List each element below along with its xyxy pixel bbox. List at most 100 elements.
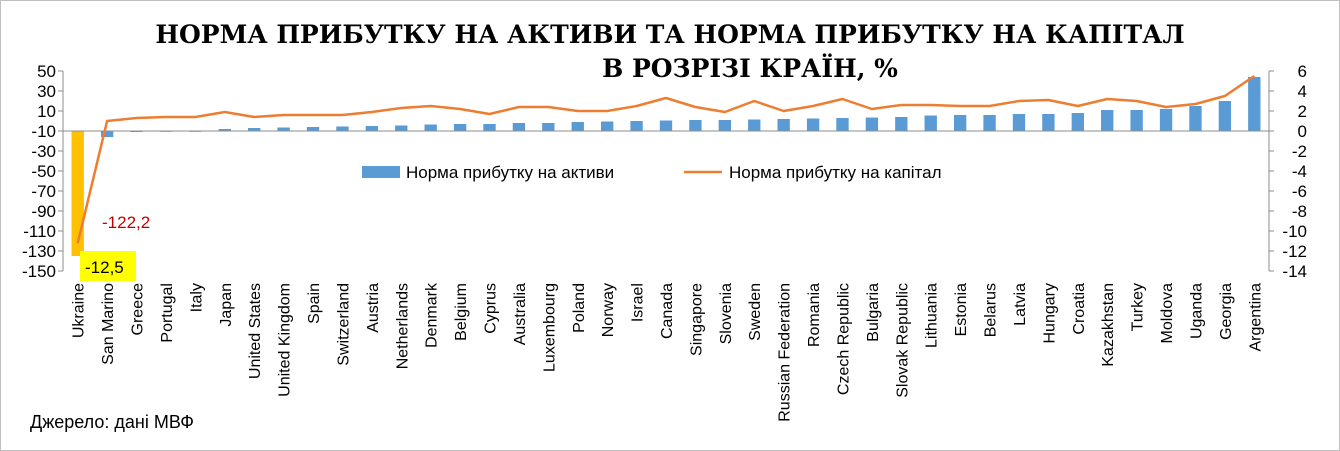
right-tick-label: -2 xyxy=(1292,142,1307,161)
chart-title-line-2: В РОЗРІЗІ КРАЇН, % xyxy=(602,54,898,83)
roa-bar-croatia xyxy=(1071,113,1084,131)
right-tick-label: 6 xyxy=(1298,62,1307,81)
category-label: Israel xyxy=(630,283,647,322)
roa-bar-san-marino xyxy=(100,131,114,137)
category-label: Slovak Republic xyxy=(894,283,911,398)
roa-bar-bulgaria xyxy=(865,117,879,131)
category-label: Moldova xyxy=(1159,283,1176,344)
category-label: Uganda xyxy=(1188,283,1205,339)
roa-bar-kazakhstan xyxy=(1101,110,1114,131)
category-label: Georgia xyxy=(1218,283,1235,340)
category-label: Spain xyxy=(306,283,323,324)
left-tick-label: -70 xyxy=(31,182,56,201)
left-tick-label: -110 xyxy=(23,222,56,241)
left-tick-label: -50 xyxy=(31,162,56,181)
left-tick-label: 30 xyxy=(37,82,56,101)
roa-bar-netherlands xyxy=(395,125,408,131)
roa-bar-luxembourg xyxy=(542,123,555,131)
category-label: Romania xyxy=(806,283,823,347)
roa-bar-russian-federation xyxy=(777,119,790,131)
category-label: Netherlands xyxy=(394,283,411,369)
roe-ukraine-data-label: -122,2 xyxy=(102,213,150,232)
roa-bar-spain xyxy=(306,127,320,131)
category-label: Switzerland xyxy=(335,283,352,366)
category-label: Estonia xyxy=(953,283,970,336)
category-label: Italy xyxy=(188,283,205,312)
category-label: Lithuania xyxy=(924,283,941,348)
roa-bar-austria xyxy=(365,126,379,131)
roa-bar-czech-republic xyxy=(836,118,849,131)
roa-bar-japan xyxy=(218,129,231,131)
roa-bar-switzerland xyxy=(336,126,349,131)
chart-title-line-1: НОРМА ПРИБУТКУ НА АКТИВИ ТА НОРМА ПРИБУТ… xyxy=(155,20,1185,49)
legend-swatch-roa xyxy=(362,166,400,178)
roa-bar-estonia xyxy=(953,115,967,131)
category-label: Sweden xyxy=(747,283,764,341)
roa-bar-hungary xyxy=(1042,114,1055,131)
right-tick-label: -12 xyxy=(1282,242,1307,261)
category-label: Norway xyxy=(600,283,617,337)
category-label: Poland xyxy=(571,283,588,333)
category-label: Bulgaria xyxy=(865,283,882,342)
right-tick-label: -4 xyxy=(1292,162,1307,181)
roa-bar-united-kingdom xyxy=(277,127,290,131)
roa-bar-belgium xyxy=(453,124,467,131)
category-label: Ukraine xyxy=(71,283,88,338)
left-tick-label: -90 xyxy=(31,202,56,221)
roa-bar-turkey xyxy=(1130,110,1143,131)
category-label: San Marino xyxy=(100,283,117,365)
category-label: Canada xyxy=(659,283,676,339)
roa-bar-slovenia xyxy=(718,120,731,131)
category-label: Cyprus xyxy=(483,283,500,334)
category-label: Argentina xyxy=(1247,283,1264,352)
category-label: Belgium xyxy=(453,283,470,341)
left-tick-label: 10 xyxy=(37,102,56,121)
right-tick-label: -14 xyxy=(1282,262,1307,281)
legend-label-roe: Норма прибутку на капітал xyxy=(729,163,942,182)
roa-bar-moldova xyxy=(1159,109,1173,131)
left-tick-label: -150 xyxy=(22,262,56,281)
roa-bar-united-states xyxy=(248,128,261,131)
category-label: United States xyxy=(247,283,264,379)
roa-bar-singapore xyxy=(689,120,702,131)
right-tick-label: 0 xyxy=(1298,122,1307,141)
category-label: Japan xyxy=(218,283,235,327)
category-label: Hungary xyxy=(1041,283,1058,343)
category-label: Denmark xyxy=(424,282,441,348)
legend-label-roa: Норма прибутку на активи xyxy=(406,163,614,182)
source-note: Джерело: дані МВФ xyxy=(30,412,194,432)
roa-bar-belarus xyxy=(983,115,996,131)
roa-ukraine-data-label: -12,5 xyxy=(85,258,124,277)
left-tick-label: -10 xyxy=(31,122,56,141)
roa-bar-canada xyxy=(659,120,673,131)
category-label: Belarus xyxy=(983,283,1000,337)
roa-bar-ukraine xyxy=(71,131,84,256)
right-tick-label: 2 xyxy=(1298,102,1307,121)
category-label: Portugal xyxy=(159,283,176,343)
roa-bar-slovak-republic xyxy=(895,117,908,131)
roa-bar-poland xyxy=(571,122,584,131)
roa-bar-lithuania xyxy=(924,115,937,131)
roa-bar-uganda xyxy=(1189,106,1202,131)
category-label: United Kingdom xyxy=(277,283,294,397)
right-tick-label: 4 xyxy=(1298,82,1307,101)
roa-bar-denmark xyxy=(424,124,437,131)
right-tick-label: -8 xyxy=(1292,202,1307,221)
roa-ukraine-label-box xyxy=(80,251,136,281)
category-labels: Ukraine San Marino Greece Portugal Italy Japa… xyxy=(71,282,1265,422)
legend: Норма прибутку на активи Норма прибутку … xyxy=(362,163,942,182)
category-label: Latvia xyxy=(1012,283,1029,326)
roa-bar-israel xyxy=(630,121,643,131)
category-label: Kazakhstan xyxy=(1100,283,1117,367)
category-label: Luxembourg xyxy=(541,283,558,372)
right-tick-label: -6 xyxy=(1292,182,1307,201)
roa-bar-argentina xyxy=(1248,77,1261,131)
roe-series-line xyxy=(76,74,1255,244)
category-label: Greece xyxy=(130,283,147,336)
category-label: Singapore xyxy=(688,283,705,356)
roa-bar-cyprus xyxy=(483,124,496,131)
left-tick-label: -30 xyxy=(31,142,56,161)
